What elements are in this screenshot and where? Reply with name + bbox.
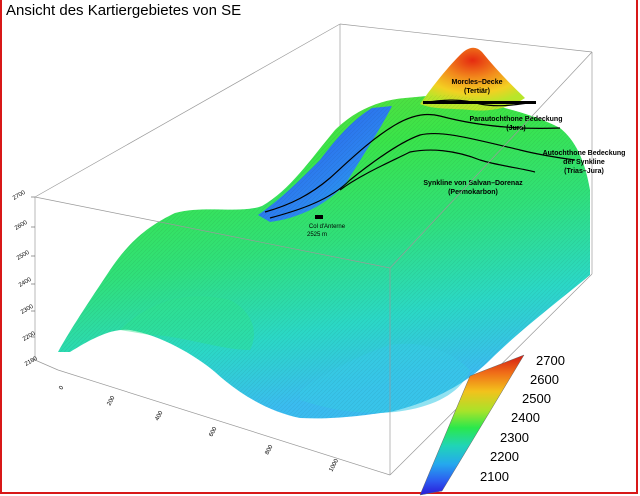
boundary-parautochthone [264, 113, 561, 213]
z-tick-2400: 2400 [18, 277, 33, 289]
z-tick-2700: 2700 [12, 190, 27, 202]
colorbar-ramp [419, 354, 525, 496]
figure-title: Ansicht des Kartiergebietes von SE [6, 2, 242, 19]
vertical-axis-ticks [31, 196, 35, 361]
colorbar-tick-2200: 2200 [490, 449, 519, 464]
boundary-synkline [339, 149, 536, 191]
colorbar-tick-2600: 2600 [530, 372, 559, 387]
boundary-marker [423, 101, 536, 104]
z-tick-2500: 2500 [16, 250, 31, 262]
terrain-surface [58, 47, 590, 419]
label-synkline: Synkline von Salvan–Dorenaz [423, 180, 523, 187]
x-tick-600: 600 [208, 426, 218, 438]
annotation-parautochthone: Parautochthone Bedeckung (Jura) [470, 116, 563, 132]
x-tick-400: 400 [154, 410, 164, 422]
label-col-d-anterne: Col d'Anterne [309, 224, 346, 230]
label-parautochthone: Parautochthone Bedeckung [470, 116, 563, 123]
annotation-morcles: Morcles–Decke (Tertiär) [452, 79, 503, 95]
label-autochthone-age: (Trias–Jura) [564, 168, 604, 175]
x-tick-1000: 1000 [328, 458, 340, 473]
colorbar-tick-2700: 2700 [536, 353, 565, 368]
label-synkline-age: (Permokarbon) [448, 189, 498, 196]
horizontal-axis: 0 200 400 600 800 1000 [58, 385, 340, 473]
label-col-d-anterne-elevation: 2525 m [307, 232, 327, 238]
x-tick-0: 0 [58, 385, 65, 391]
boundary-autochthone [269, 132, 576, 219]
label-autochthone: Autochthone Bedeckung [543, 150, 626, 157]
label-parautochthone-age: (Jura) [506, 125, 525, 132]
colorbar: 2700 2600 2500 2400 2300 2200 2100 [419, 353, 565, 496]
z-tick-2100: 2100 [24, 356, 39, 368]
label-autochthone-line2: der Synkline [563, 159, 605, 166]
annotation-col-d-anterne: Col d'Anterne 2525 m [307, 224, 346, 238]
annotation-synkline: Synkline von Salvan–Dorenaz (Permokarbon… [423, 180, 523, 196]
colorbar-tick-2100: 2100 [480, 469, 509, 484]
x-tick-800: 800 [264, 444, 274, 456]
x-tick-200: 200 [106, 395, 116, 407]
colorbar-tick-2400: 2400 [511, 410, 540, 425]
label-morcles-age: (Tertiär) [464, 88, 490, 95]
z-tick-2600: 2600 [14, 220, 29, 232]
colorbar-tick-2300: 2300 [500, 430, 529, 445]
colorbar-tick-2500: 2500 [522, 391, 551, 406]
annotation-autochthone: Autochthone Bedeckung der Synkline (Tria… [543, 150, 626, 175]
label-morcles: Morcles–Decke [452, 79, 503, 86]
z-tick-2300: 2300 [20, 304, 35, 316]
col-d-anterne-marker [315, 215, 323, 219]
